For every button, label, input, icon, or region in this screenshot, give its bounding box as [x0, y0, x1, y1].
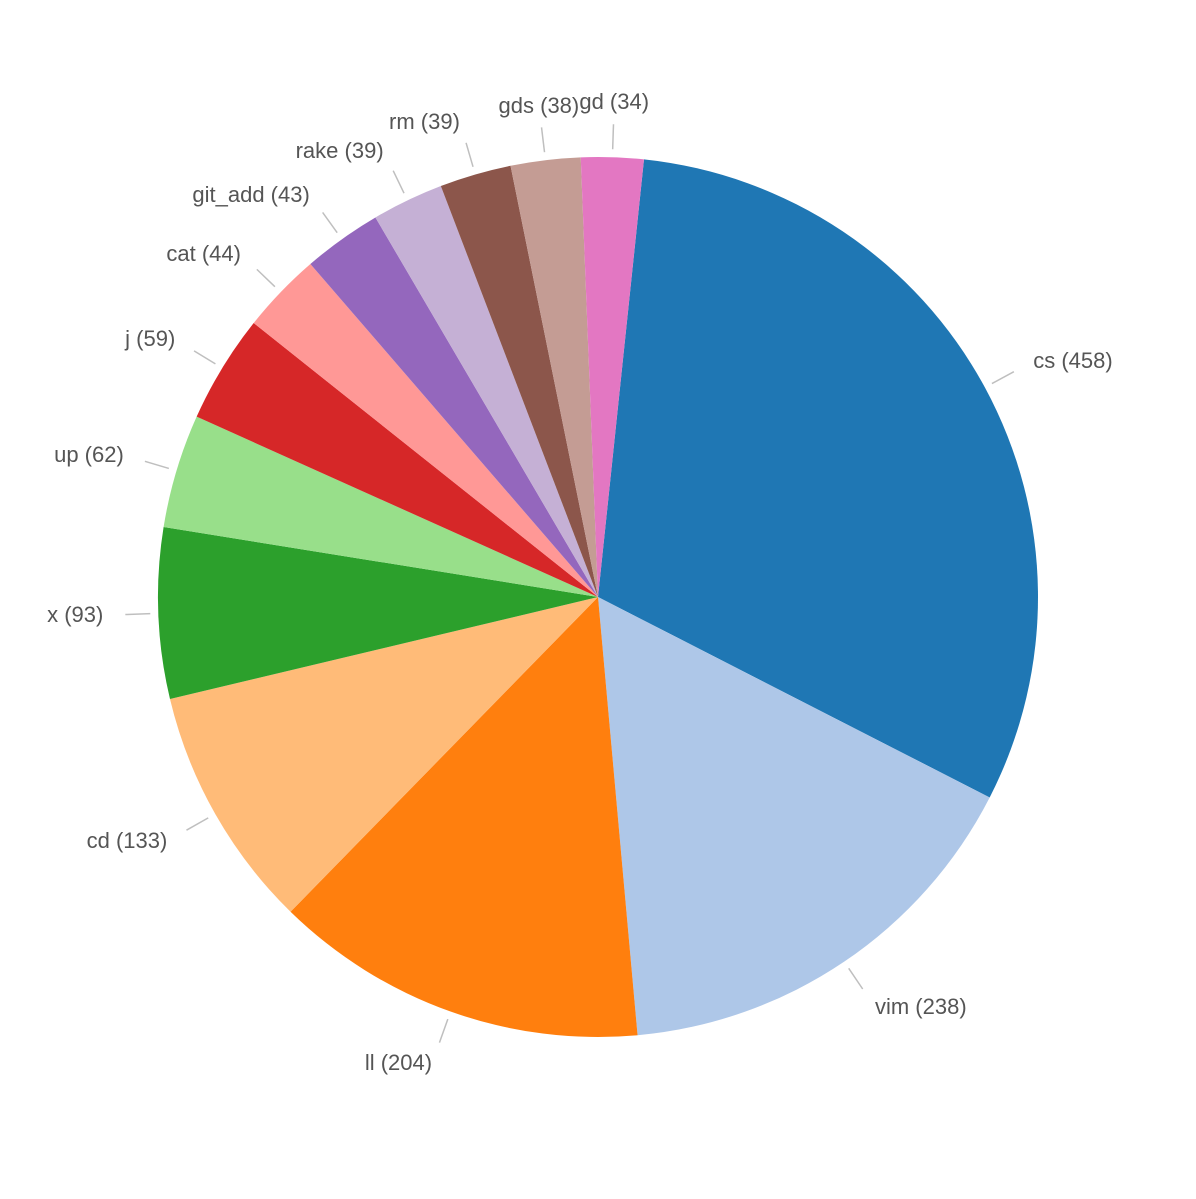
label-x: x (93)	[47, 602, 103, 628]
label-gds: gds (38)	[499, 93, 580, 119]
label-cd: cd (133)	[87, 828, 168, 854]
leader-x	[125, 614, 150, 615]
label-gd: gd (34)	[579, 89, 649, 115]
leader-up	[145, 461, 169, 468]
label-vim: vim (238)	[875, 994, 967, 1020]
leader-vim	[849, 968, 863, 989]
leader-git_add	[323, 212, 338, 232]
leader-cd	[186, 818, 208, 830]
label-cat: cat (44)	[166, 241, 241, 267]
leader-ll	[439, 1019, 447, 1043]
leader-gd	[613, 124, 614, 149]
leader-j	[194, 351, 215, 364]
leader-rake	[393, 171, 404, 194]
pie-chart: cs (458) vim (238) ll (204) cd (133) x (93) u…	[0, 0, 1196, 1194]
leader-gds	[542, 127, 545, 152]
pie-svg	[0, 0, 1196, 1194]
leader-rm	[466, 143, 473, 167]
leader-cat	[257, 269, 275, 286]
label-rm: rm (39)	[389, 109, 460, 135]
label-rake: rake (39)	[296, 138, 384, 164]
label-git_add: git_add (43)	[192, 182, 309, 208]
label-up: up (62)	[54, 442, 124, 468]
label-ll: ll (204)	[365, 1050, 432, 1076]
label-cs: cs (458)	[1033, 348, 1112, 374]
leader-cs	[992, 372, 1014, 384]
label-j: j (59)	[125, 326, 175, 352]
